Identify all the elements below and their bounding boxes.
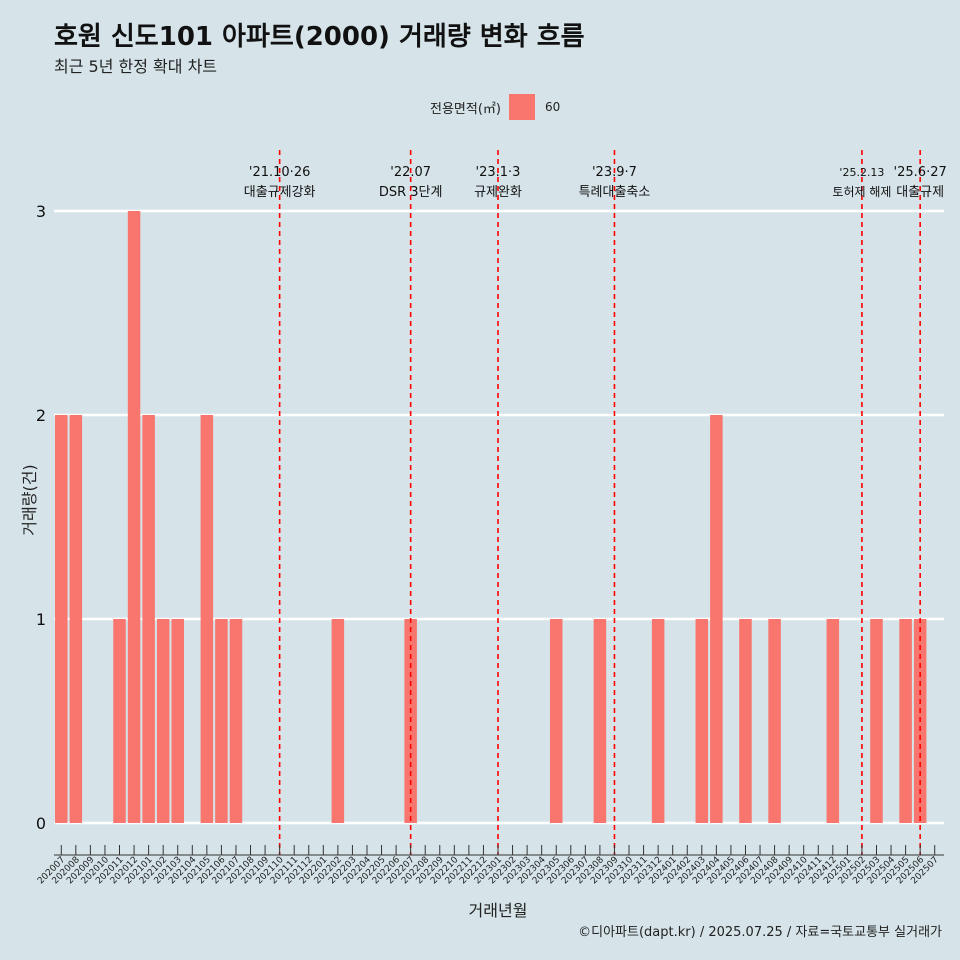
bar — [69, 415, 83, 823]
bar — [200, 415, 214, 823]
bar — [899, 619, 912, 823]
event-label: 규제완화 — [474, 185, 522, 200]
event-label: 특례대출축소 — [579, 185, 651, 200]
chart-title: 호원 신도101 아파트(2000) 거래량 변화 흐름 — [54, 22, 585, 52]
bar — [229, 619, 243, 823]
bar — [127, 211, 141, 823]
bar — [870, 619, 883, 823]
bar — [739, 619, 752, 823]
event-date: '22.07 — [390, 165, 431, 180]
x-axis-label: 거래년월 — [468, 901, 528, 920]
bar — [695, 619, 709, 823]
event-date: '25.6·27 — [894, 165, 947, 180]
event-date: '23.1·3 — [476, 165, 521, 180]
event-label: 대출규제 — [896, 185, 944, 200]
event-label: 토허제 해제 — [832, 185, 891, 199]
event-date: '23.9·7 — [592, 165, 637, 180]
event-date: '25.2.13 — [839, 166, 884, 179]
legend: 전용면적(㎡) 60 — [430, 94, 560, 120]
bar — [710, 415, 723, 823]
event-label: 대출규제강화 — [244, 185, 316, 200]
event-date: '21.10·26 — [249, 165, 310, 180]
bar — [142, 415, 155, 823]
bar — [113, 619, 126, 823]
legend-title: 전용면적(㎡) — [430, 101, 501, 117]
y-tick-label: 3 — [36, 202, 46, 221]
bar — [215, 619, 228, 823]
source-caption: ©디아파트(dapt.kr) / 2025.07.25 / 자료=국토교통부 실… — [578, 925, 942, 940]
bar — [156, 619, 170, 823]
y-tick-label: 2 — [36, 406, 46, 425]
legend-entry: 60 — [544, 100, 561, 114]
bar — [55, 415, 68, 823]
chart-subtitle: 최근 5년 한정 확대 차트 — [54, 57, 218, 76]
bar — [768, 619, 781, 823]
bar — [826, 619, 840, 823]
y-tick-label: 1 — [36, 610, 46, 629]
y-tick-label: 0 — [36, 814, 46, 833]
legend-swatch — [508, 94, 535, 120]
bar — [593, 619, 607, 823]
bar — [549, 619, 563, 823]
event-label: DSR 3단계 — [379, 185, 443, 200]
y-axis-label: 거래량(건) — [20, 464, 39, 536]
bar — [331, 619, 345, 823]
bar — [171, 619, 184, 823]
bar — [651, 619, 665, 823]
